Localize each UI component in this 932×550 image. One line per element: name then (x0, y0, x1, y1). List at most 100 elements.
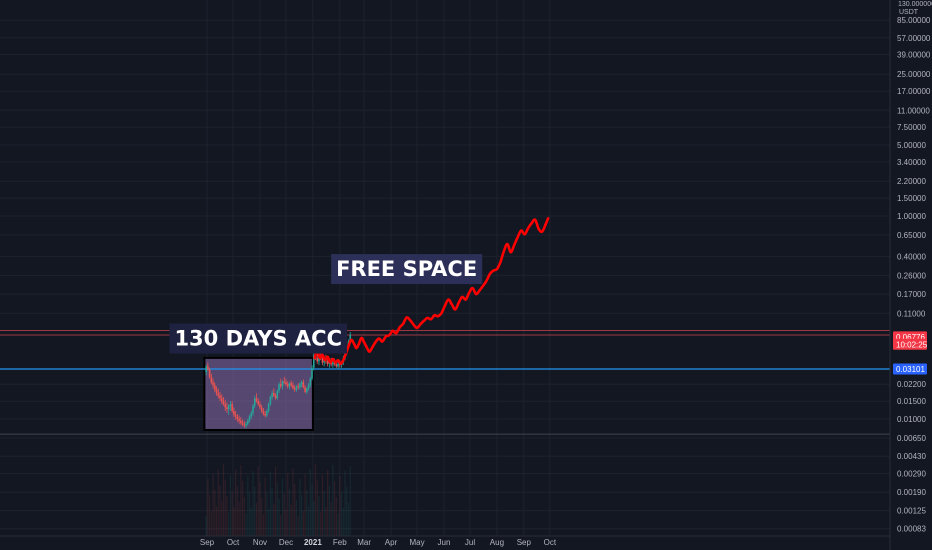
candle-body (279, 384, 282, 387)
candle-body (259, 404, 261, 408)
top-price-label: 130.000000 (898, 1, 932, 8)
candle-body (262, 410, 265, 415)
price-badge-text: 10:02:25 (896, 340, 928, 349)
candle-body (269, 396, 272, 405)
volume-bar (254, 487, 256, 536)
price-badge: 0.03101 (893, 363, 927, 375)
candle-body (349, 334, 352, 342)
volume-bar (276, 483, 278, 536)
x-tick-label: Oct (227, 538, 240, 547)
candle-body (266, 410, 268, 416)
volume-bar (294, 484, 296, 536)
candle-body (311, 367, 313, 379)
y-tick-label: 0.11000 (897, 309, 926, 318)
candle-body (302, 382, 305, 388)
candle-body (285, 382, 287, 385)
y-tick-label: 0.01500 (897, 397, 926, 406)
volume-bar (281, 478, 284, 536)
volume-bar (332, 465, 334, 536)
candle-body (333, 362, 336, 365)
y-tick-label: 0.17000 (897, 290, 926, 299)
x-tick-label: Oct (544, 538, 557, 547)
y-tick-label: 0.26000 (897, 271, 926, 280)
candle-body (292, 385, 294, 389)
volume-bar (221, 501, 223, 536)
candle-body (222, 401, 225, 405)
candle-body (243, 424, 246, 426)
candle-body (234, 414, 237, 417)
volume-bar (347, 503, 350, 536)
horizontal-lines (0, 330, 890, 435)
y-tick-label: 1.00000 (897, 212, 926, 221)
x-tick-label: Feb (333, 538, 347, 547)
candle-body (299, 384, 301, 388)
y-tick-label: 0.40000 (897, 252, 926, 261)
x-tick-label: Mar (357, 538, 371, 547)
volume-bar (210, 511, 212, 536)
volume-bar (330, 502, 332, 536)
candle-body (246, 420, 249, 424)
y-tick-label: 0.65000 (897, 231, 926, 240)
y-tick-label: 17.00000 (897, 87, 931, 96)
candle-body (274, 395, 277, 399)
candle-body (240, 420, 242, 423)
volume-bar (252, 471, 254, 536)
volume-bar (238, 502, 240, 536)
candle-body (321, 357, 324, 363)
candle-body (264, 414, 266, 416)
volume-bar (215, 506, 218, 536)
candle-body (276, 390, 279, 399)
volume-bar (264, 477, 266, 536)
volume-bar (248, 492, 251, 536)
volume-bar (285, 510, 287, 536)
volume-bar (328, 486, 330, 536)
volume-bar (228, 512, 230, 536)
annotations-layer: 130 DAYS ACC FREE SPACE (169, 254, 483, 354)
volume-bar (274, 467, 277, 536)
annotation-bg (331, 254, 483, 285)
candle-body (217, 393, 220, 396)
candle-body (241, 422, 244, 425)
volume-bar (235, 470, 237, 536)
candle-body (332, 362, 334, 365)
volume-area (205, 464, 351, 536)
volume-bar (262, 514, 265, 536)
candle-body (297, 386, 299, 388)
volume-bar (255, 503, 258, 536)
volume-bar (278, 499, 280, 536)
y-tick-label: 0.00125 (897, 507, 926, 516)
candle-body (271, 393, 273, 397)
candle-body (307, 385, 310, 389)
candle-body (312, 355, 315, 368)
y-tick-label: 0.00290 (897, 470, 926, 479)
volume-bar (349, 466, 351, 536)
y-tick-label: 0.00430 (897, 452, 926, 461)
x-tick-label: May (409, 538, 424, 547)
volume-bar (217, 469, 219, 536)
price-badge-bg (893, 363, 927, 375)
volume-bar (292, 468, 294, 536)
candle-body (226, 407, 228, 410)
candle-body (233, 410, 235, 415)
candle-body (286, 384, 289, 387)
volume-bar (261, 498, 263, 536)
candle-body (304, 387, 306, 392)
candle-body (214, 385, 216, 390)
x-tick-label: Nov (253, 538, 267, 547)
candle-body (231, 404, 233, 411)
volume-bar (333, 481, 336, 536)
volume-bar (344, 471, 346, 536)
candle-body (250, 412, 253, 417)
candle-body (253, 398, 256, 406)
candle-body (238, 419, 240, 421)
volume-bar (243, 497, 245, 536)
x-tick-label: Sep (517, 538, 532, 547)
candle-body (278, 384, 280, 391)
y-tick-label: 0.01000 (897, 415, 926, 424)
volume-bar (219, 485, 221, 536)
volume-bar (306, 490, 308, 536)
x-tick-label: Aug (490, 538, 504, 547)
annotation-text: 130 DAYS ACC (174, 327, 342, 351)
